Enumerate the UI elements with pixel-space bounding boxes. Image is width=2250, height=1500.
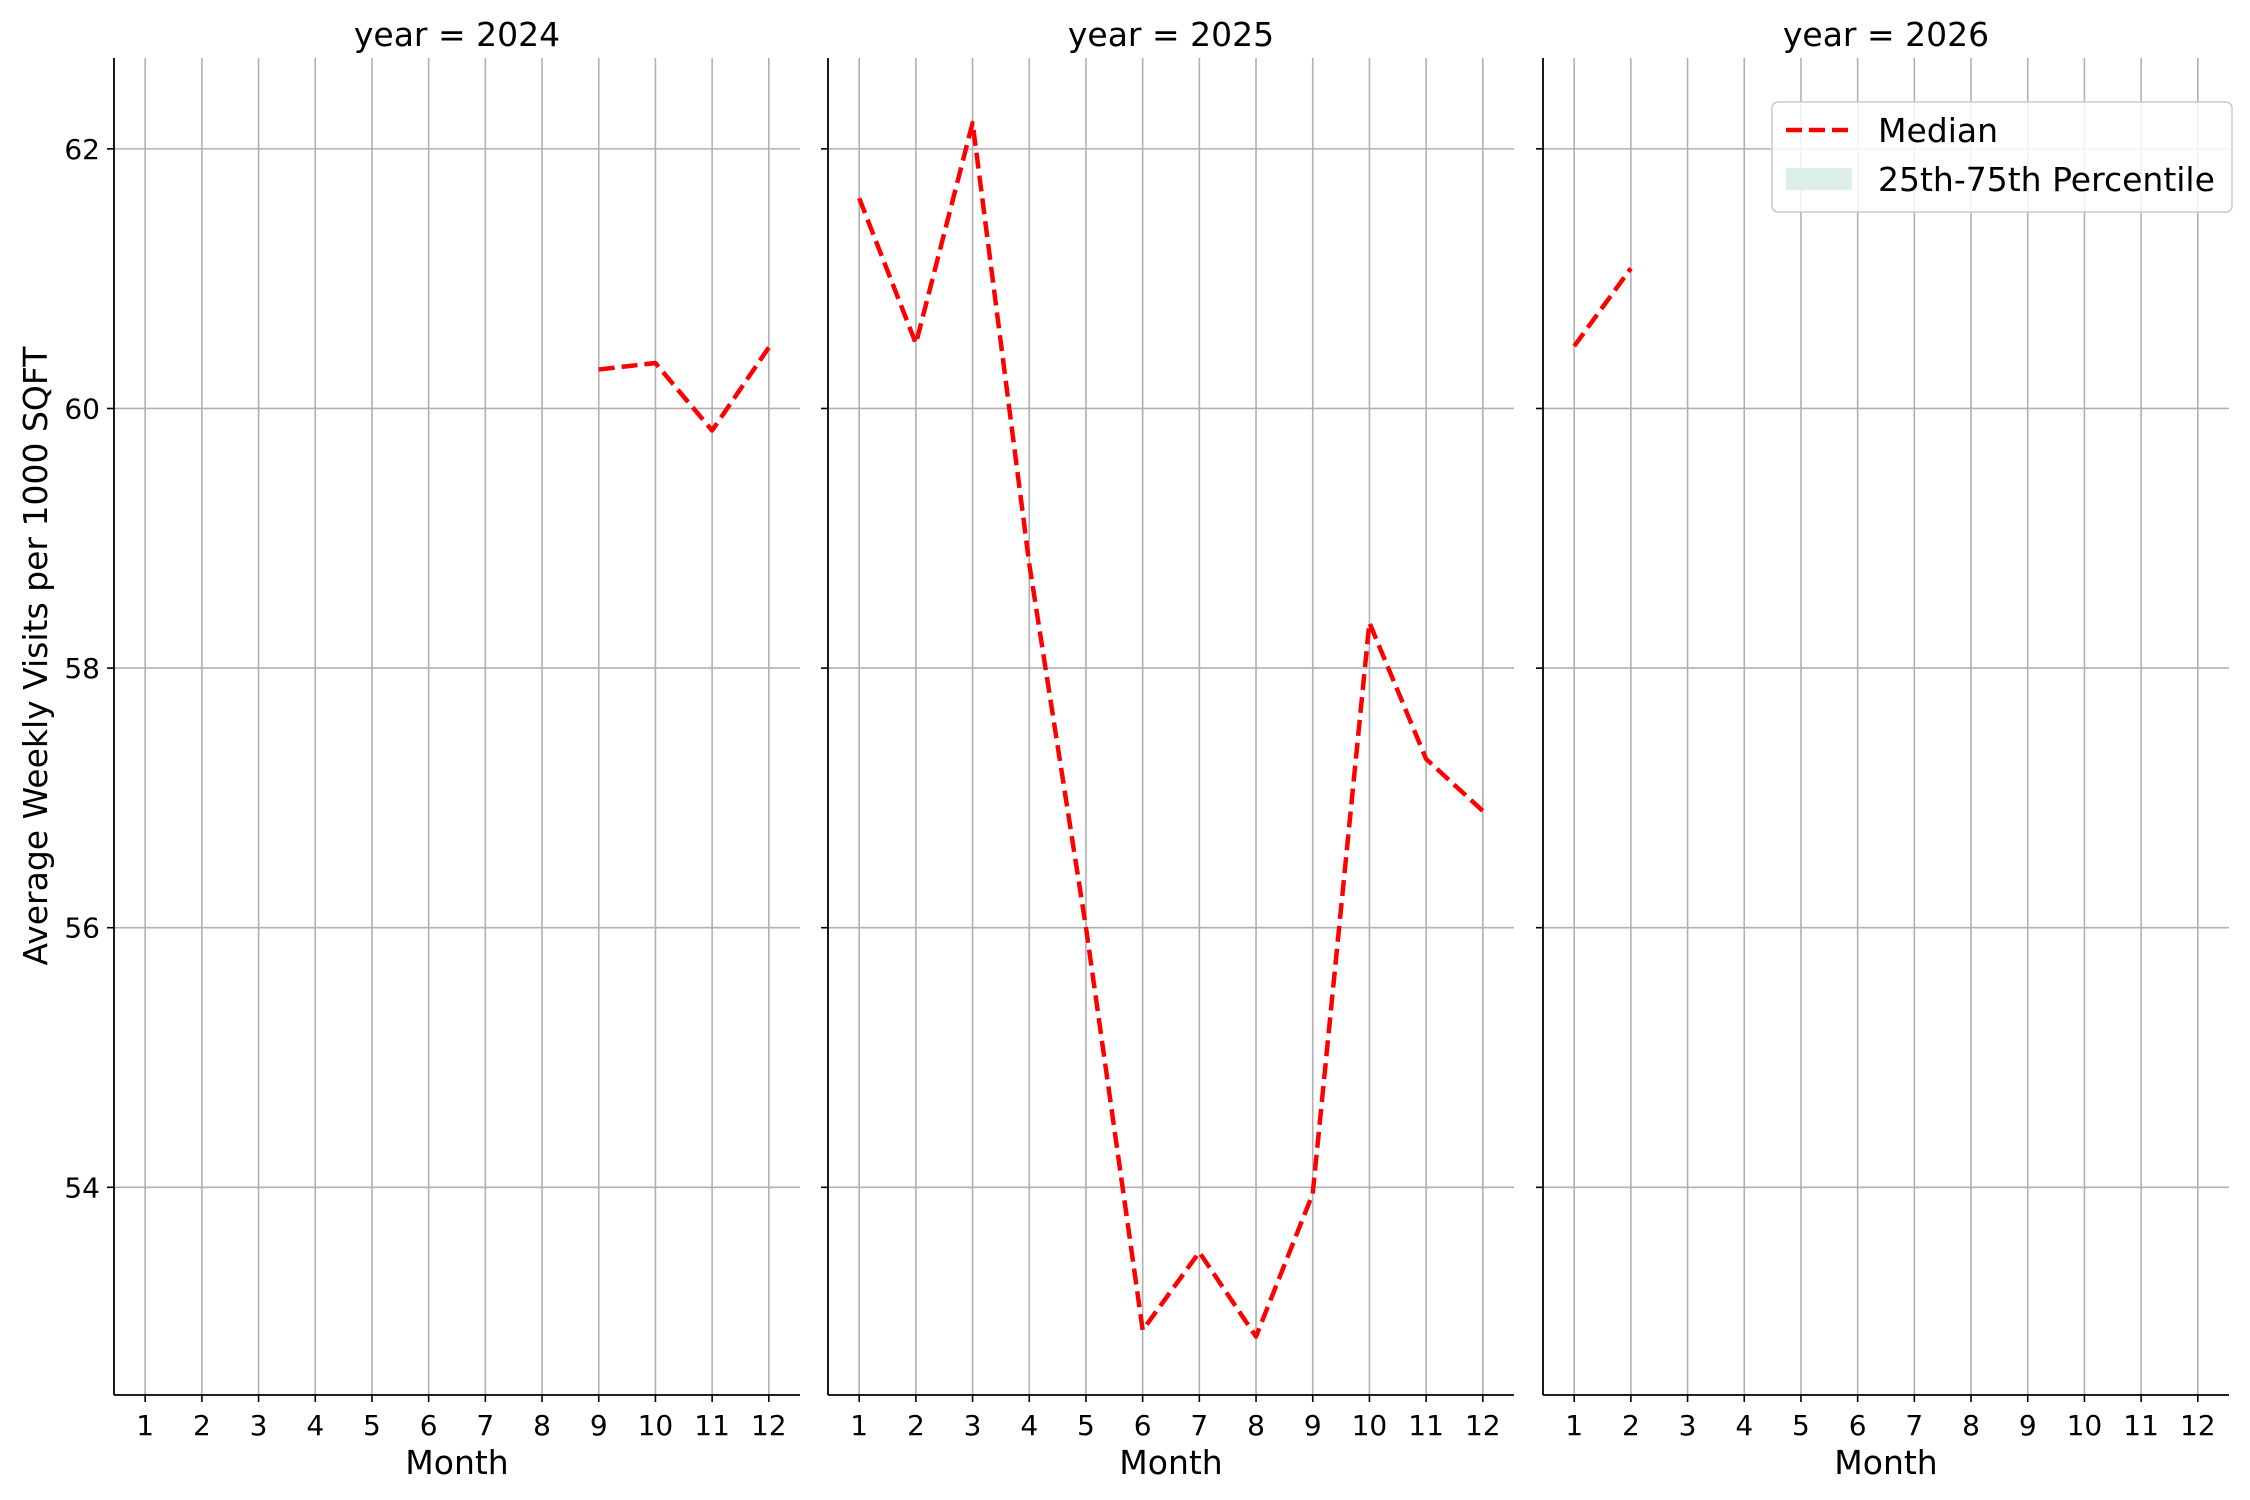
x-tick-label: 5 (1077, 1409, 1095, 1442)
x-tick-label: 11 (694, 1409, 730, 1442)
x-tick-label: 7 (1905, 1409, 1923, 1442)
x-tick-label: 5 (1792, 1409, 1810, 1442)
y-tick-label: 56 (64, 912, 100, 945)
panel-title: year = 2024 (354, 15, 560, 54)
x-tick-label: 8 (533, 1409, 551, 1442)
x-tick-label: 9 (1304, 1409, 1322, 1442)
x-tick-label: 7 (1190, 1409, 1208, 1442)
median-line (857, 120, 1485, 1339)
x-tick-label: 6 (1849, 1409, 1867, 1442)
y-tick-label: 60 (64, 392, 100, 425)
x-tick-label: 2 (193, 1409, 211, 1442)
x-tick-label: 3 (1679, 1409, 1697, 1442)
legend-box (1771, 101, 2233, 213)
legend-percentile-label: 25th-75th Percentile (1878, 160, 2215, 199)
x-tick-label: 1 (850, 1409, 868, 1442)
x-tick-label: 12 (751, 1409, 787, 1442)
y-tick-label: 58 (64, 652, 100, 685)
legend-median-label: Median (1878, 111, 1998, 150)
x-tick-label: 8 (1962, 1409, 1980, 1442)
x-tick-label: 4 (306, 1409, 324, 1442)
x-tick-label: 1 (136, 1409, 154, 1442)
x-tick-label: 10 (638, 1409, 674, 1442)
panel-title: year = 2025 (1068, 15, 1274, 54)
x-tick-label: 9 (2019, 1409, 2037, 1442)
x-tick-label: 12 (2180, 1409, 2216, 1442)
legend: Median 25th-75th Percentile (1771, 101, 2233, 213)
x-tick-label: 5 (363, 1409, 381, 1442)
x-tick-label: 9 (590, 1409, 608, 1442)
x-tick-label: 2 (907, 1409, 925, 1442)
x-tick-label: 12 (1465, 1409, 1501, 1442)
median-line (598, 346, 771, 433)
x-tick-label: 4 (1020, 1409, 1038, 1442)
y-tick-label: 62 (64, 133, 100, 166)
x-tick-label: 10 (1352, 1409, 1388, 1442)
x-tick-label: 3 (250, 1409, 268, 1442)
x-tick-label: 7 (476, 1409, 494, 1442)
x-axis-label: Month (1119, 1443, 1222, 1482)
x-tick-label: 4 (1735, 1409, 1753, 1442)
y-tick-label: 54 (64, 1171, 100, 1204)
x-tick-label: 6 (420, 1409, 438, 1442)
x-tick-label: 11 (1408, 1409, 1444, 1442)
x-axis-label: Month (405, 1443, 508, 1482)
median-line (1572, 266, 1633, 348)
x-tick-label: 11 (2123, 1409, 2159, 1442)
x-tick-label: 10 (2067, 1409, 2103, 1442)
panel-title: year = 2026 (1783, 15, 1989, 54)
x-tick-label: 6 (1134, 1409, 1152, 1442)
x-tick-label: 1 (1565, 1409, 1583, 1442)
x-tick-label: 2 (1622, 1409, 1640, 1442)
x-tick-label: 3 (964, 1409, 982, 1442)
y-axis-label: Average Weekly Visits per 1000 SQFT (16, 346, 55, 966)
legend-percentile-swatch (1786, 168, 1852, 190)
x-axis-label: Month (1834, 1443, 1937, 1482)
x-tick-label: 8 (1247, 1409, 1265, 1442)
